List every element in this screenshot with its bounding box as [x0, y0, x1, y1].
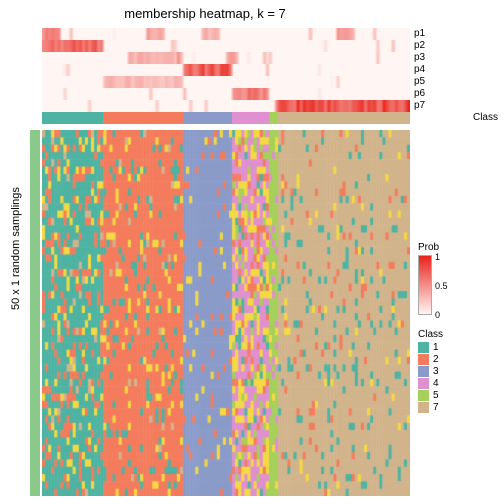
class-segment: [278, 112, 410, 124]
prob-row: [42, 76, 410, 88]
class-annotation-row: [42, 112, 410, 124]
prob-row: [42, 52, 410, 64]
class-swatch-label: 3: [433, 366, 439, 377]
class-swatch-label: 7: [433, 402, 439, 413]
left-axis-label: 50 x 1 random samplings: [10, 187, 22, 310]
prob-row-canvas: [42, 76, 410, 88]
class-swatch: [418, 342, 429, 353]
prob-row: [42, 88, 410, 100]
probability-rows: [42, 28, 410, 112]
prob-tick: 0: [435, 310, 448, 320]
prob-row: [42, 40, 410, 52]
prob-legend-title: Prob: [418, 242, 496, 253]
legend: Prob 10.50 Class 123457: [418, 242, 496, 414]
class-swatch: [418, 402, 429, 413]
class-legend-item: 2: [418, 354, 496, 365]
prob-row-label: p6: [414, 88, 498, 100]
class-swatch: [418, 354, 429, 365]
prob-row-canvas: [42, 52, 410, 64]
class-swatch-label: 2: [433, 354, 439, 365]
class-segment: [42, 112, 103, 124]
prob-row-labels: p1p2p3p4p5p6p7: [414, 28, 498, 112]
prob-ticks: 10.50: [435, 252, 448, 320]
class-legend-items: 123457: [418, 342, 496, 413]
class-segment: [269, 112, 278, 124]
class-legend-item: 3: [418, 366, 496, 377]
class-legend-title: Class: [418, 329, 496, 340]
prob-row-label: p2: [414, 40, 498, 52]
prob-row-label: p1: [414, 28, 498, 40]
class-legend-item: 5: [418, 390, 496, 401]
class-swatch: [418, 366, 429, 377]
class-swatch: [418, 378, 429, 389]
prob-tick: 1: [435, 252, 448, 262]
prob-gradient: 10.50: [418, 255, 432, 315]
class-swatch-label: 1: [433, 342, 439, 353]
heatmap-canvas: [42, 130, 410, 496]
prob-tick: 0.5: [435, 281, 448, 291]
prob-row: [42, 28, 410, 40]
class-segment: [232, 112, 269, 124]
plot-area: [42, 28, 410, 496]
prob-row-canvas: [42, 28, 410, 40]
prob-row-canvas: [42, 40, 410, 52]
prob-row-label: p7: [414, 100, 498, 112]
prob-row-canvas: [42, 88, 410, 100]
prob-row-canvas: [42, 100, 410, 112]
chart-title: membership heatmap, k = 7: [0, 6, 410, 21]
class-legend-item: 7: [418, 402, 496, 413]
prob-row-label: p3: [414, 52, 498, 64]
prob-row: [42, 100, 410, 112]
left-annotation-strip: [30, 130, 40, 496]
class-segment: [183, 112, 232, 124]
class-swatch-label: 4: [433, 378, 439, 389]
class-segment: [103, 112, 183, 124]
class-legend-item: 1: [418, 342, 496, 353]
prob-row-label: p5: [414, 76, 498, 88]
prob-row-label: p4: [414, 64, 498, 76]
prob-row-canvas: [42, 64, 410, 76]
class-legend-item: 4: [418, 378, 496, 389]
class-swatch-label: 5: [433, 390, 439, 401]
prob-row: [42, 64, 410, 76]
main-heatmap: [42, 130, 410, 496]
class-swatch: [418, 390, 429, 401]
class-row-label: Class: [473, 112, 498, 123]
